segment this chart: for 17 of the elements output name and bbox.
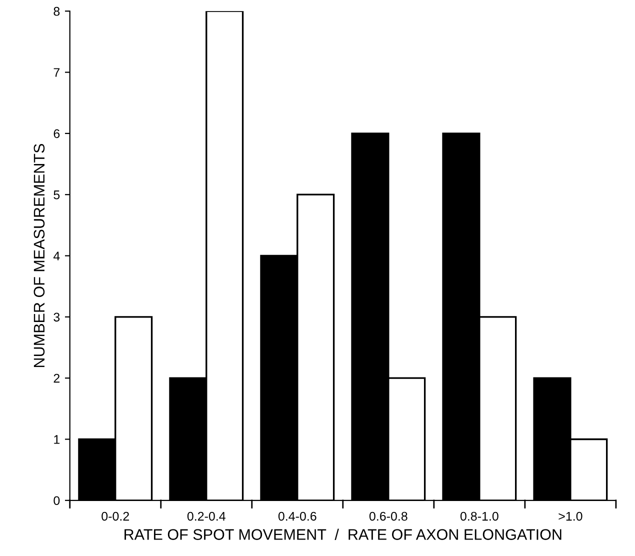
y-tick-label: 6: [54, 129, 60, 138]
x-tick-label: 0-0.2: [102, 512, 129, 521]
x-tick-label: 0.6-0.8: [369, 512, 408, 521]
y-tick-label: 2: [54, 374, 60, 383]
y-tick-label: 0: [54, 496, 60, 506]
x-axis-title: RATE OF SPOT MOVEMENT / RATE OF AXON ELONGATION: [124, 528, 562, 540]
x-tick-label: 0.4-0.6: [278, 512, 316, 521]
y-tick-label: 5: [54, 190, 60, 200]
y-axis-title: NUMBER OF MEASUREMENTS: [34, 144, 45, 367]
y-tick-label: 8: [54, 6, 60, 16]
x-tick-label: >1.0: [558, 512, 582, 521]
y-tick-label: 7: [54, 68, 60, 77]
x-tick-label: 0.8-1.0: [460, 512, 498, 521]
x-tick-label: 0.2-0.4: [187, 512, 226, 521]
y-tick-label: 1: [54, 435, 60, 444]
y-tick-label: 4: [53, 252, 60, 260]
y-tick-label: 3: [54, 312, 60, 322]
